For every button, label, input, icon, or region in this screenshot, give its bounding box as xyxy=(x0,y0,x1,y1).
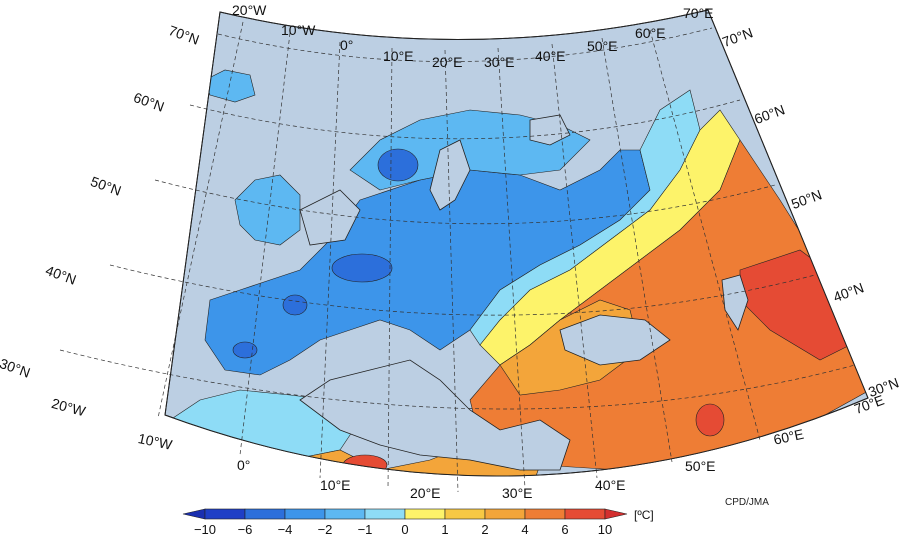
legend-swatch xyxy=(204,508,246,520)
legend-swatch xyxy=(404,508,446,520)
sea-baltic xyxy=(429,139,471,211)
lon-label-bottom-40e: 40°E xyxy=(595,477,626,493)
cold-core-france xyxy=(282,294,308,316)
sea-black xyxy=(559,314,671,366)
lon-label-top-10w: 10°W xyxy=(281,22,316,38)
cold-core-iberia xyxy=(232,341,258,359)
region-iceland xyxy=(204,69,256,103)
color-legend xyxy=(182,508,628,520)
legend-swatch xyxy=(244,508,286,520)
cold-core-norway xyxy=(377,148,419,182)
lon-label-top-60e: 60°E xyxy=(635,25,666,41)
sea-mediterranean xyxy=(299,359,571,471)
legend-tick-label: −4 xyxy=(277,522,293,537)
lon-label-top-30e: 30°E xyxy=(484,54,515,70)
lon-label-bottom-0: 0° xyxy=(237,457,251,473)
warm-core-libya xyxy=(342,454,388,476)
legend-swatch xyxy=(284,508,326,520)
legend-swatch xyxy=(364,508,406,520)
lon-label-top-10e: 10°E xyxy=(383,48,414,64)
lon-label-top-0: 0° xyxy=(340,37,354,53)
legend-tick-label: −2 xyxy=(317,522,333,537)
legend-tick-label: −1 xyxy=(357,522,373,537)
graticule xyxy=(59,21,856,493)
legend-tick-label: 10 xyxy=(597,522,613,537)
sea-caspian xyxy=(721,274,749,331)
legend-tick-label: −6 xyxy=(237,522,253,537)
lon-label-bottom-30e: 30°E xyxy=(502,485,533,501)
legend-tick-label: 0 xyxy=(401,522,409,537)
lon-label-top-20w: 20°W xyxy=(232,2,267,18)
lon-label-top-20e: 20°E xyxy=(432,54,463,70)
legend-swatch xyxy=(484,508,526,520)
warm-core-arabia xyxy=(695,403,725,437)
legend-swatch xyxy=(444,508,486,520)
region-british-isles xyxy=(234,174,301,246)
legend-tick-label: −10 xyxy=(193,522,217,537)
lon-label-bottom-10e: 10°E xyxy=(320,477,351,493)
legend-swatch xyxy=(564,508,606,520)
anomaly-fields xyxy=(169,69,868,477)
legend-swatch xyxy=(324,508,366,520)
lon-label-top-70e: 70°E xyxy=(683,5,714,21)
legend-arrow-low xyxy=(182,508,206,520)
map-outline xyxy=(164,9,869,477)
cold-core-central-europe xyxy=(331,253,393,283)
lon-label-top-50e: 50°E xyxy=(587,38,618,54)
lon-label-top-40e: 40°E xyxy=(535,48,566,64)
legend-tick-label: 6 xyxy=(561,522,569,537)
credit-label: CPD/JMA xyxy=(725,497,769,508)
sea-north xyxy=(299,189,361,246)
legend-tick-label: 1 xyxy=(441,522,449,537)
lon-label-bottom-20e: 20°E xyxy=(410,485,441,501)
legend-unit: [ºC] xyxy=(634,508,654,522)
lon-label-bottom-50e: 50°E xyxy=(685,458,716,474)
legend-swatch xyxy=(524,508,566,520)
legend-arrow-high xyxy=(604,508,628,520)
legend-tick-label: 2 xyxy=(481,522,489,537)
legend-tick-label: 4 xyxy=(521,522,529,537)
